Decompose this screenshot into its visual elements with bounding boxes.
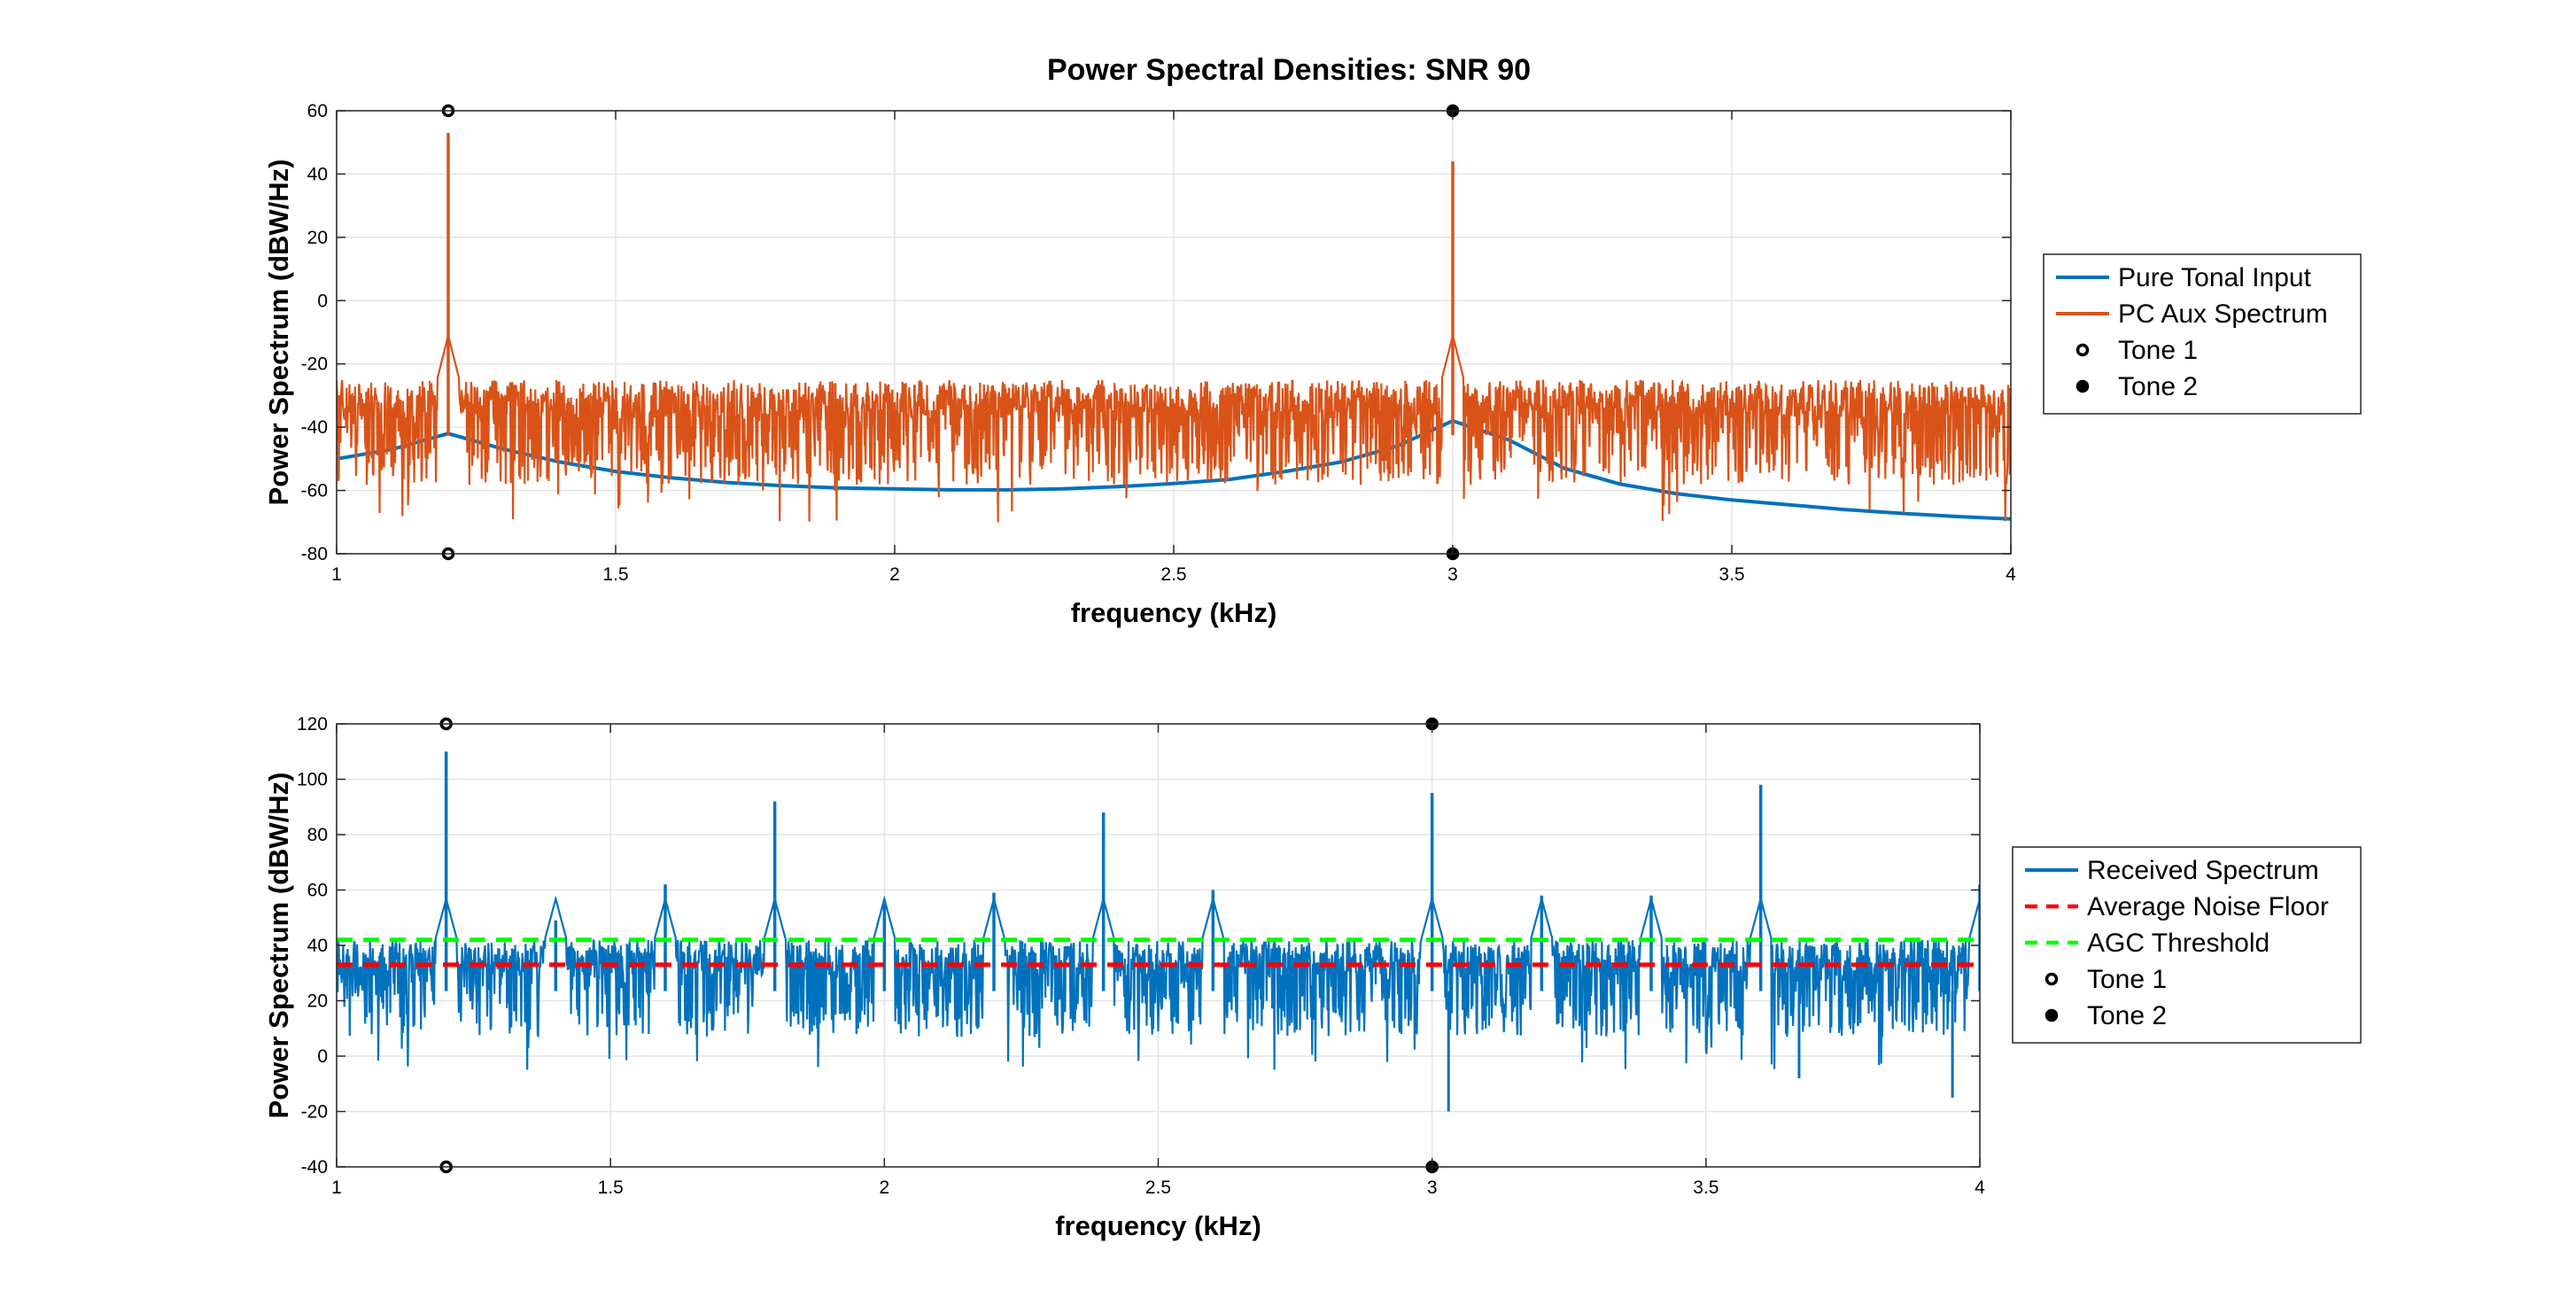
top-plot-ytick-label: 20 (307, 228, 328, 248)
bottom-plot-xtick-label: 1 (331, 1178, 342, 1198)
top-plot-xtick-label: 3.5 (1719, 564, 1744, 585)
legend-swatch-tone-1 (2076, 343, 2090, 357)
top-plot-xtick-label: 4 (2006, 564, 2016, 585)
top-plot-xtick-label: 2.5 (1160, 564, 1186, 585)
top-plot-ytick-label: -40 (301, 417, 328, 438)
figure-title: Power Spectral Densities: SNR 90 (1047, 53, 1531, 87)
bottom-plot-ytick-label: 120 (297, 714, 328, 734)
bottom-plot-ylabel: Power Spectrum (dBW/Hz) (263, 773, 294, 1119)
top-plot-xtick-label: 1 (331, 564, 342, 585)
bottom-plot-series-received-spectrum (337, 895, 1980, 1070)
bottom-plot-ytick-label: 60 (307, 881, 328, 901)
bottom-plot-ytick-label: -40 (301, 1157, 328, 1178)
top-plot-series-pure-tonal-input (337, 419, 2011, 521)
bottom-plot-ytick-label: 0 (317, 1046, 328, 1067)
bottom-plot-xtick-label: 1.5 (598, 1178, 624, 1198)
bottom-plot: 1 1.5 2 2.5 3 3.5 4 -40 -20 0 20 40 60 80 100 120 frequ… (263, 714, 2362, 1241)
bottom-plot-ytick-label: 100 (297, 770, 328, 790)
bottom-plot-xlabel: frequency (kHz) (1055, 1210, 1261, 1241)
legend-label-received-spectrum: Received Spectrum (2087, 856, 2319, 885)
top-plot-ytick-label: -20 (301, 354, 328, 375)
top-plot-ytick-label: 40 (307, 164, 328, 184)
top-plot-xtick-label: 2 (889, 564, 900, 585)
legend-label-tone-2: Tone 2 (2087, 1001, 2167, 1030)
top-plot-ytick-label: 0 (317, 291, 328, 311)
top-plot-xlabel: frequency (kHz) (1071, 597, 1277, 628)
top-plot-ytick-label: 60 (307, 101, 328, 121)
top-plot-ytick-label: -60 (301, 481, 328, 501)
bottom-plot-ytick-label: -20 (301, 1102, 328, 1123)
legend-label-pure-tonal-input: Pure Tonal Input (2118, 263, 2312, 292)
top-plot-xtick-label: 3 (1447, 564, 1458, 585)
bottom-plot-ytick-label: 40 (307, 936, 328, 956)
legend-label-tone-2: Tone 2 (2118, 372, 2198, 401)
bottom-plot-xtick-label: 3.5 (1693, 1178, 1719, 1198)
top-plot-legend-box (2043, 253, 2362, 415)
bottom-plot-xtick-label: 3 (1427, 1178, 1438, 1198)
legend-swatch-tone-2 (2076, 379, 2090, 393)
bottom-plot-xtick-label: 2.5 (1145, 1178, 1171, 1198)
bottom-plot-xtick-label: 2 (879, 1178, 889, 1198)
legend-swatch-tone-2 (2045, 1008, 2059, 1022)
top-plot-ytick-label: -80 (301, 544, 328, 564)
top-plot-series-pc-aux-spectrum (337, 335, 2011, 523)
top-plot-legend: Pure Tonal Input PC Aux Spectrum Tone 1 Ton… (2043, 253, 2362, 415)
bottom-plot-legend-box (2012, 846, 2362, 1044)
bottom-plot-xtick-label: 4 (1975, 1178, 1985, 1198)
legend-label-average-noise-floor: Average Noise Floor (2087, 892, 2329, 921)
bottom-plot-legend: Received Spectrum Average Noise Floor AGC … (2012, 846, 2362, 1044)
legend-label-pc-aux-spectrum: PC Aux Spectrum (2118, 299, 2328, 329)
legend-label-tone-1: Tone 1 (2118, 336, 2198, 365)
legend-label-agc-threshold: AGC Threshold (2087, 929, 2270, 958)
legend-swatch-tone-1 (2045, 972, 2059, 986)
top-plot-ylabel: Power Spectrum (dBW/Hz) (263, 159, 294, 506)
bottom-plot-ytick-label: 80 (307, 825, 328, 845)
top-plot-xtick-label: 1.5 (602, 564, 628, 585)
bottom-plot-ytick-label: 20 (307, 991, 328, 1012)
top-plot: 1 1.5 2 2.5 3 3.5 4 -80 -60 -40 -20 0 20 40 60 frequen… (263, 101, 2362, 628)
legend-label-tone-1: Tone 1 (2087, 965, 2167, 994)
